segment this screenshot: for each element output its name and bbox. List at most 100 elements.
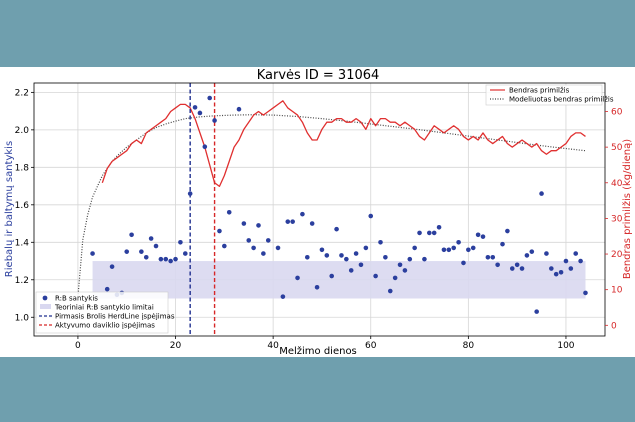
legend-activity-label: Aktyvumo daviklio įspėjimas [55, 322, 155, 330]
rb-point [368, 213, 374, 219]
plot-frame [33, 82, 606, 337]
left-tick-label: 1.0 [15, 313, 30, 323]
warning-lines [189, 83, 216, 336]
rb-point [475, 232, 481, 238]
rb-point [373, 273, 378, 279]
left-tick-label: 2.0 [15, 126, 30, 136]
rb-point [544, 251, 549, 256]
legend-right-box [485, 84, 603, 106]
rb-point [290, 219, 295, 224]
rb-point [407, 256, 413, 262]
rb-point [222, 243, 227, 249]
rb-point [153, 243, 159, 249]
right-tick-label: 60 [611, 108, 623, 118]
rb-point [353, 251, 359, 256]
rb-point [182, 251, 188, 256]
rb-point [387, 288, 393, 294]
rb-point [363, 245, 369, 251]
x-tick-label: 100 [557, 341, 574, 351]
rb-point [539, 191, 544, 196]
rb-point [192, 105, 198, 110]
rb-point [304, 254, 310, 260]
rb-point [500, 241, 505, 247]
rb-point [466, 247, 471, 253]
left-tick-label: 1.2 [15, 276, 29, 286]
rb-point [124, 249, 130, 254]
left-axis-label: Riebalų ir baltymų santykis [4, 141, 15, 277]
rb-point [456, 239, 461, 245]
rb-point [402, 268, 408, 273]
rb-point [490, 254, 496, 260]
rb-point [358, 262, 364, 268]
rb-point [158, 256, 164, 262]
rb-point [470, 245, 476, 251]
rb-point [197, 110, 203, 116]
rb-point [422, 256, 427, 262]
rb-point [480, 234, 486, 239]
rb-point [412, 245, 417, 251]
rb-point [578, 258, 583, 264]
right-tick-label: 10 [611, 286, 623, 296]
rb-point [427, 230, 432, 236]
rb-point [129, 232, 134, 238]
rb-point [339, 253, 344, 258]
rb-point [417, 230, 422, 236]
rb-point [261, 251, 266, 256]
rb-point [168, 258, 173, 264]
right-y-ticks: 0 10 20 30 40 50 60 [605, 108, 623, 331]
legend-rb-marker [42, 295, 48, 301]
milk-line [101, 100, 586, 187]
rb-point [251, 245, 256, 251]
legend-right: Bendras primilžis Modeliuotas bendras pr… [485, 84, 614, 106]
right-tick-label: 20 [611, 250, 623, 260]
rb-point [549, 266, 554, 271]
rb-point [202, 144, 208, 150]
rb-point [583, 290, 588, 296]
rb-point [319, 247, 325, 253]
rb-point [446, 247, 452, 253]
x-axis-label: Melžimo dienos [279, 345, 357, 357]
rb-point [519, 266, 525, 271]
legend-herdline-label: Pirmasis Brolis HerdLine įspėjimas [55, 313, 175, 321]
rb-point [226, 210, 232, 215]
left-tick-label: 2.2 [15, 88, 29, 98]
rb-point [441, 247, 447, 253]
x-tick-label: 40 [267, 341, 279, 351]
rb-point [461, 260, 466, 266]
rb-point [256, 223, 261, 228]
rb-point [104, 286, 110, 292]
rb-point [524, 253, 530, 258]
legend-model-label: Modeliuotas bendras primilžis [509, 96, 614, 104]
rb-point [436, 225, 442, 230]
rb-point [324, 253, 330, 258]
x-tick-label: 0 [75, 341, 81, 351]
chart-svg: 0 20 40 60 80 100 1.0 1.2 1.4 1.6 1.8 2.0 2.2 0 10 20… [4, 68, 633, 357]
rb-point [383, 254, 388, 260]
theoretical-band [92, 261, 586, 299]
left-y-ticks: 1.0 1.2 1.4 1.6 1.8 2.0 2.2 [15, 88, 34, 323]
legend-band-label: Teoriniai R:B santykio limitai [54, 304, 154, 312]
left-tick-label: 1.4 [15, 238, 30, 248]
right-tick-label: 0 [611, 321, 617, 331]
left-tick-label: 1.8 [15, 163, 30, 173]
rb-point [392, 275, 398, 281]
rb-point [568, 266, 574, 271]
rb-point [563, 258, 569, 264]
rb-point [178, 239, 183, 245]
rb-point [212, 118, 217, 123]
model-curve [77, 114, 586, 297]
chart-panel: 0 20 40 60 80 100 1.0 1.2 1.4 1.6 1.8 2.0 2.2 0 10 20… [0, 67, 635, 357]
rb-point [173, 256, 178, 262]
rb-point [509, 266, 515, 271]
left-tick-label: 1.6 [15, 201, 30, 211]
right-axis-label: Bendras primilžis (kg/dieną) [621, 139, 633, 279]
right-tick-label: 50 [611, 143, 623, 153]
legend-left: R:B santykis Teoriniai R:B santykio limi… [35, 291, 175, 334]
model-line [77, 114, 586, 297]
rb-point [514, 262, 520, 268]
rb-point [485, 254, 491, 260]
rb-point [90, 251, 95, 256]
rb-points [90, 95, 588, 314]
rb-point [295, 275, 300, 281]
legend-left-box [35, 291, 169, 334]
